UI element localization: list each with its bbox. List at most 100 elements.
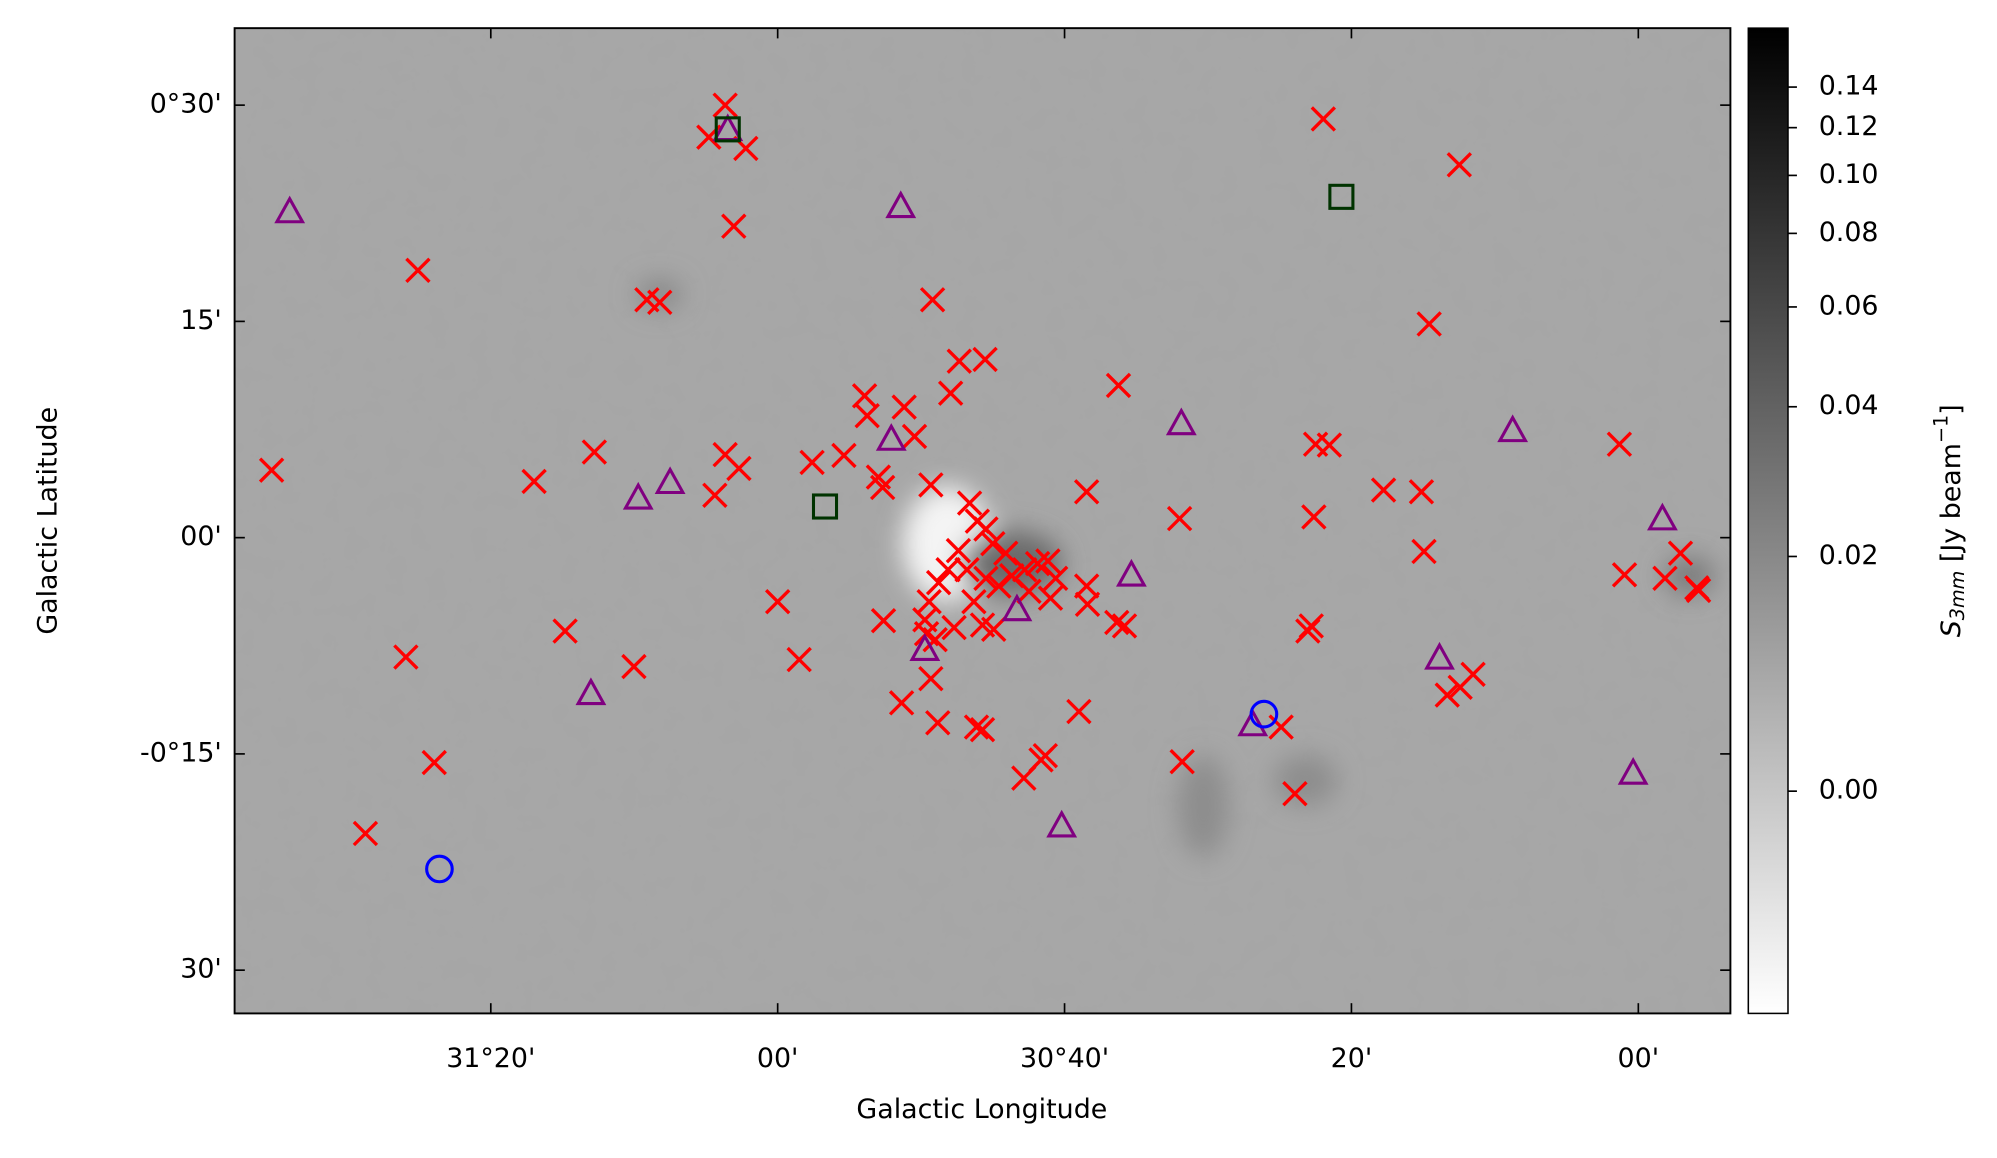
marker-x xyxy=(986,573,1012,599)
y-axis-label: Galactic Latitude xyxy=(33,407,64,635)
marker-x xyxy=(1606,431,1633,457)
marker-x xyxy=(973,565,999,591)
marker-x xyxy=(913,620,940,647)
marker-x xyxy=(1685,577,1712,604)
colorbar-label: S3mm [Jy beam−1] xyxy=(1929,404,1969,637)
marker-x xyxy=(1316,432,1343,458)
marker-x xyxy=(1074,591,1101,617)
marker-x xyxy=(925,710,951,736)
marker-x xyxy=(918,665,944,692)
marker-x xyxy=(1104,609,1130,636)
marker-x xyxy=(919,287,946,313)
marker-x xyxy=(1035,548,1061,574)
colorbar-tick-label: 0.06 xyxy=(1819,290,1879,321)
marker-x xyxy=(352,820,379,847)
x-axis-label: Galactic Longitude xyxy=(856,1094,1107,1125)
marker-x xyxy=(702,482,728,508)
marker-circle xyxy=(1249,699,1279,729)
marker-x xyxy=(981,616,1007,643)
marker-x xyxy=(961,588,987,615)
marker-x xyxy=(764,588,791,615)
marker-x xyxy=(946,348,972,374)
marker-x xyxy=(901,423,928,450)
marker-x xyxy=(1016,578,1042,604)
marker-x xyxy=(973,516,999,542)
marker-x xyxy=(581,439,608,465)
x-tick-label: 00' xyxy=(1618,1043,1660,1074)
marker-x xyxy=(956,490,983,516)
colorbar-tick-label: 0.00 xyxy=(1819,775,1879,806)
marker-x xyxy=(870,607,897,634)
marker-x xyxy=(1460,661,1486,688)
colorbar-tick-label: 0.04 xyxy=(1819,390,1879,421)
marker-x xyxy=(1166,505,1193,532)
marker-x xyxy=(621,653,647,680)
marker-x xyxy=(405,257,431,284)
marker-x xyxy=(1446,152,1472,178)
marker-x xyxy=(1298,613,1324,639)
marker-square xyxy=(1328,183,1355,210)
marker-triangle xyxy=(1001,593,1033,622)
y-tick-label: 0°30' xyxy=(150,89,222,120)
marker-x xyxy=(421,749,447,776)
marker-x xyxy=(393,644,419,670)
marker-x xyxy=(831,442,857,469)
marker-x xyxy=(1301,504,1327,530)
marker-x xyxy=(647,289,673,316)
marker-triangle xyxy=(654,466,686,495)
y-tick-label: -0°15' xyxy=(140,737,222,768)
colorbar-tick-label: 0.10 xyxy=(1819,159,1879,190)
marker-x xyxy=(1434,682,1460,708)
marker-x xyxy=(1411,538,1437,565)
marker-x xyxy=(1652,565,1678,591)
marker-triangle xyxy=(1115,558,1147,587)
marker-x xyxy=(1268,714,1294,740)
marker-x xyxy=(925,569,952,596)
marker-x xyxy=(786,646,812,673)
marker-x xyxy=(1282,781,1308,807)
marker-x xyxy=(954,556,980,583)
colorbar-label-end: ] xyxy=(1935,404,1966,414)
x-tick-label: 00' xyxy=(757,1043,799,1074)
marker-x xyxy=(712,92,738,118)
marker-x xyxy=(1024,550,1051,577)
marker-x xyxy=(935,556,961,583)
colorbar-label-exponent: −1 xyxy=(1929,415,1952,443)
marker-x xyxy=(888,690,915,716)
y-tick-label: 15' xyxy=(180,305,222,336)
marker-triangle xyxy=(1647,502,1678,531)
marker-x xyxy=(1310,106,1337,132)
marker-triangle xyxy=(274,195,306,224)
marker-x xyxy=(258,457,285,483)
colorbar-tick-label: 0.14 xyxy=(1819,71,1879,102)
marker-triangle xyxy=(875,423,907,451)
marker-triangle xyxy=(909,633,941,662)
marker-triangle xyxy=(885,190,917,219)
marker-x xyxy=(969,716,996,743)
marker-x xyxy=(552,618,578,644)
marker-triangle xyxy=(1165,407,1197,436)
marker-x xyxy=(891,394,917,420)
marker-x xyxy=(1611,562,1638,588)
markers xyxy=(258,92,1712,884)
marker-x xyxy=(1111,613,1138,639)
marker-x xyxy=(1370,477,1397,503)
marker-triangle xyxy=(1617,756,1649,785)
marker-x xyxy=(972,346,998,373)
marker-x xyxy=(963,714,990,740)
colorbar-tick-label: 0.12 xyxy=(1819,111,1879,142)
y-tick-label: 00' xyxy=(180,521,222,552)
x-tick-label: 30°40' xyxy=(1020,1043,1109,1074)
marker-x xyxy=(918,472,944,498)
marker-circle xyxy=(425,854,454,884)
marker-x xyxy=(1011,556,1038,583)
marker-x xyxy=(1169,748,1195,775)
marker-x xyxy=(1032,742,1059,769)
marker-x xyxy=(1042,565,1069,591)
marker-x xyxy=(937,380,964,406)
marker-triangle xyxy=(575,677,607,706)
marker-triangle xyxy=(1497,414,1529,443)
marker-x xyxy=(799,449,825,476)
marker-x xyxy=(1416,311,1442,337)
